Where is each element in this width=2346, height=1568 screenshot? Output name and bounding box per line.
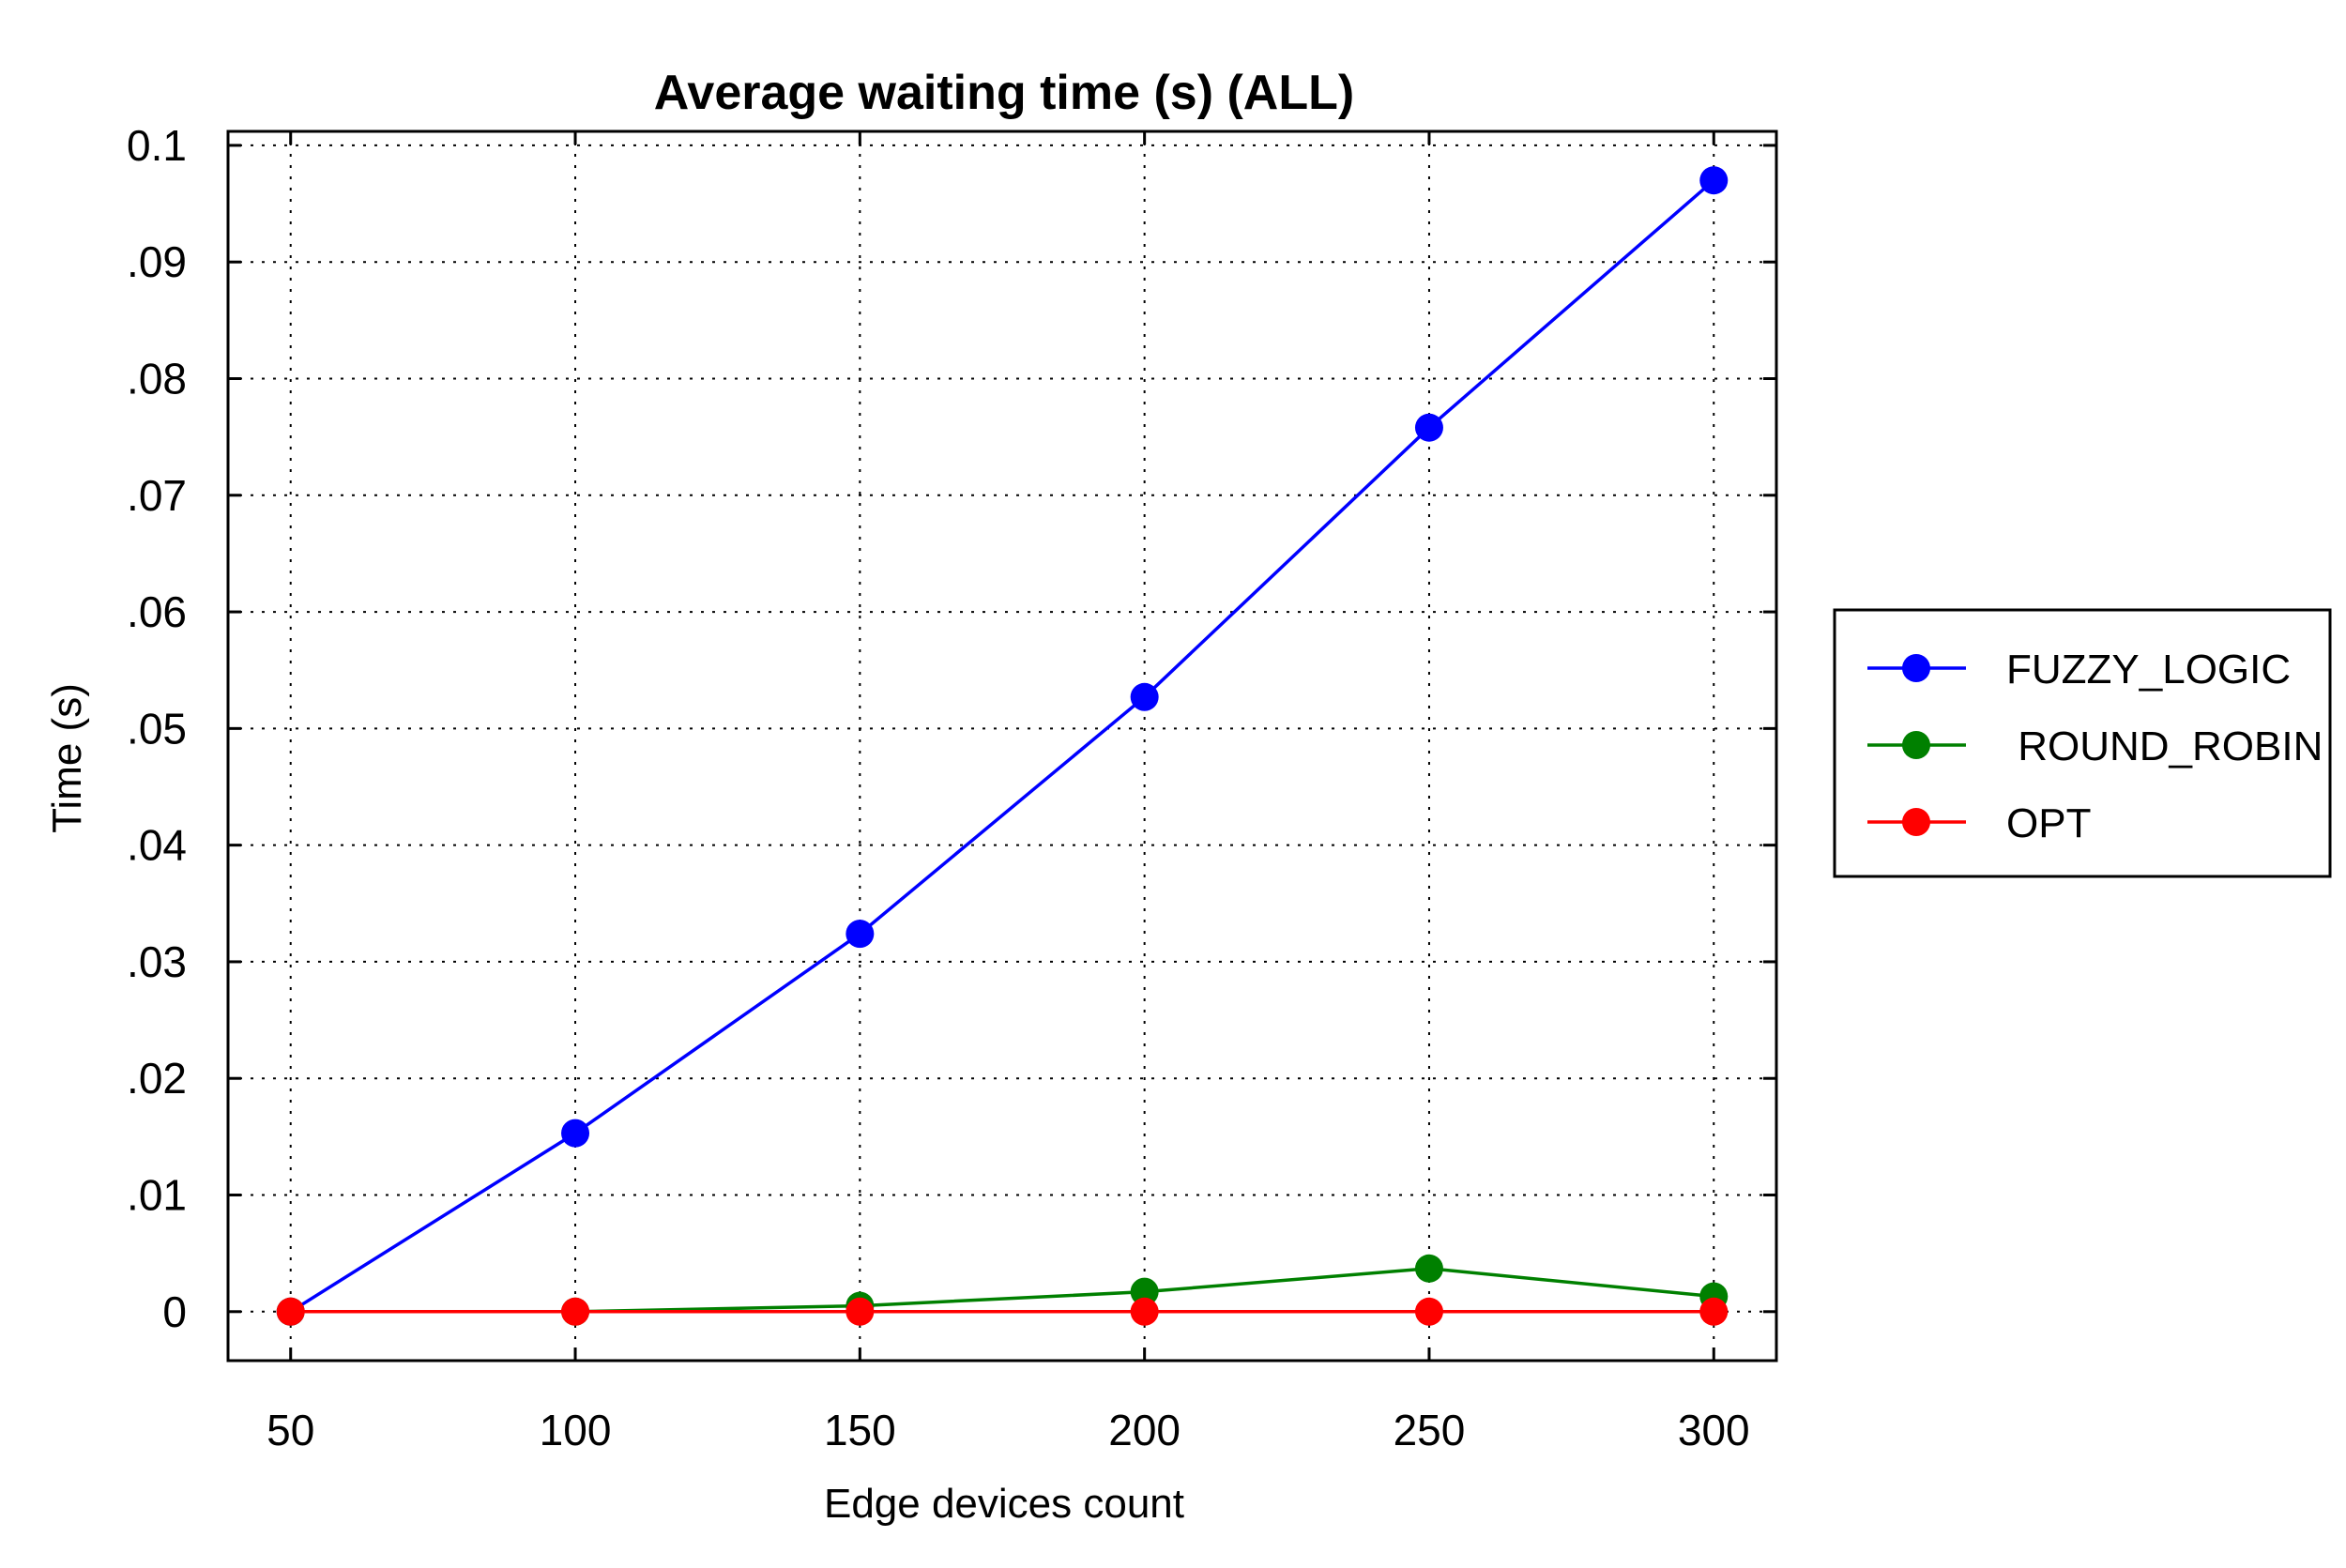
axis-ticks: 50 100 150 200 250 300 0 .01 .02 .03 .04 .05 .06 .07.… [127, 121, 1776, 1454]
legend-item-round-robin: ROUND_ROBIN [1867, 723, 2323, 769]
data-point-opt [276, 1297, 305, 1326]
data-point-opt [1699, 1297, 1729, 1326]
data-point-opt [1414, 1297, 1443, 1326]
plot-area-frame [226, 129, 1778, 1362]
y-tick-label: .03 [127, 937, 187, 986]
grid [228, 131, 1776, 1361]
legend-swatch-marker [1902, 654, 1930, 682]
series-line-fuzzy-logic [289, 178, 1715, 1314]
x-tick-label: 250 [1394, 1406, 1466, 1454]
series-fuzzy-logic [276, 166, 1729, 1326]
data-point-fuzzy-logic [845, 920, 875, 949]
x-axis-label: Edge devices count [824, 1481, 1184, 1527]
data-point-opt [845, 1297, 875, 1326]
data-point-fuzzy-logic [561, 1119, 590, 1148]
legend-label: FUZZY_LOGIC [2006, 647, 2291, 693]
data-point-round-robin [1130, 1277, 1159, 1306]
y-tick-label: .06 [127, 587, 187, 636]
data-series [276, 166, 1729, 1326]
data-point-fuzzy-logic [1699, 166, 1729, 195]
x-tick-label: 200 [1108, 1406, 1181, 1454]
legend-label: OPT [2006, 800, 2091, 846]
y-tick-label: .01 [127, 1171, 187, 1220]
y-tick-label: 0.1 [127, 121, 187, 170]
y-tick-label: .04 [127, 821, 187, 870]
series-opt [276, 1297, 1729, 1326]
legend-swatch-marker [1902, 808, 1930, 836]
y-tick-label: .08 [127, 354, 187, 403]
data-point-fuzzy-logic [1130, 682, 1159, 711]
series-round-robin [276, 1254, 1729, 1326]
data-point-opt [1130, 1297, 1159, 1326]
y-tick-label: .02 [127, 1054, 187, 1103]
legend-swatch-marker [1902, 731, 1930, 759]
y-tick-label: .09 [127, 237, 187, 286]
legend: FUZZY_LOGIC ROUND_ROBIN OPT [1833, 608, 2332, 878]
series-line-round-robin [290, 1267, 1714, 1314]
x-tick-label: 150 [824, 1406, 896, 1454]
y-tick-label: .07 [127, 471, 187, 520]
chart-title: Average waiting time (s) (ALL) [654, 66, 1354, 120]
x-tick-label: 100 [540, 1406, 612, 1454]
y-tick-label: .05 [127, 704, 187, 753]
legend-item-opt: OPT [1867, 800, 2091, 846]
y-tick-label: 0 [162, 1287, 187, 1336]
data-point-fuzzy-logic [1414, 413, 1443, 442]
x-tick-label: 50 [267, 1406, 314, 1454]
x-tick-label: 300 [1678, 1406, 1750, 1454]
y-axis-label: Time (s) [44, 683, 90, 833]
legend-label: ROUND_ROBIN [2006, 723, 2323, 769]
data-point-opt [561, 1297, 590, 1326]
data-point-round-robin [1414, 1254, 1443, 1283]
legend-item-fuzzy-logic: FUZZY_LOGIC [1867, 647, 2291, 693]
